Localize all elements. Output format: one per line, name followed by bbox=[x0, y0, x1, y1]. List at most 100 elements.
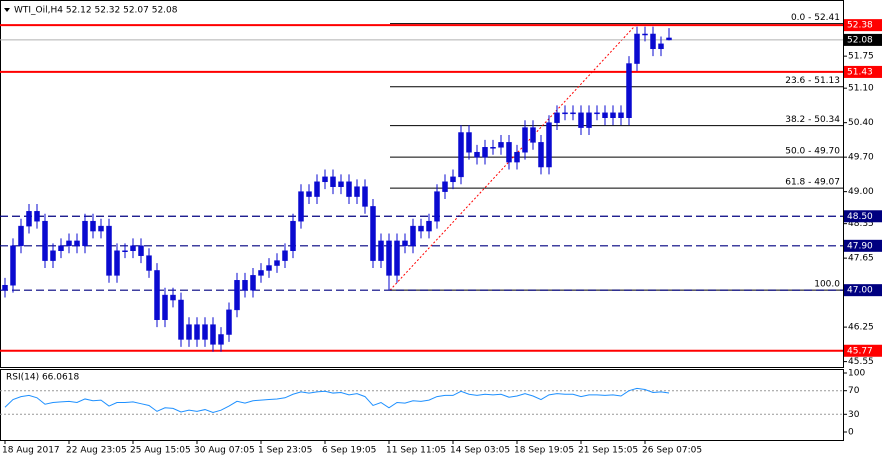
level-box bbox=[844, 239, 882, 252]
level-box bbox=[844, 65, 882, 78]
candle-body bbox=[378, 240, 384, 261]
candle-body bbox=[474, 151, 480, 158]
candle-body bbox=[106, 225, 112, 276]
main-panel bbox=[0, 0, 844, 368]
y-tick-label: 45.55 bbox=[848, 357, 874, 367]
candle-body bbox=[642, 33, 648, 36]
candle-body bbox=[114, 250, 120, 276]
candle-body bbox=[290, 220, 296, 252]
candle-body bbox=[50, 250, 56, 261]
candle-body bbox=[34, 211, 40, 222]
candle-body bbox=[218, 334, 224, 345]
x-tick-label: 25 Aug 15:05 bbox=[130, 446, 191, 456]
candle-body bbox=[418, 225, 424, 232]
candle-body bbox=[490, 147, 496, 149]
candle-body bbox=[314, 181, 320, 197]
fib-trend bbox=[389, 23, 638, 291]
candle-body bbox=[146, 255, 152, 271]
candle-body bbox=[466, 132, 472, 153]
x-tick-label: 18 Sep 19:05 bbox=[514, 446, 574, 456]
candle-body bbox=[242, 280, 248, 291]
y-tick-label: 47.65 bbox=[848, 254, 874, 264]
rsi-tick-label: 100 bbox=[848, 369, 865, 379]
level-box bbox=[844, 210, 882, 223]
candle-body bbox=[74, 240, 80, 247]
rsi-tick-label: 0 bbox=[848, 428, 854, 438]
x-tick-label: 30 Aug 07:05 bbox=[194, 446, 255, 456]
candle-body bbox=[210, 324, 216, 345]
y-tick-label: 48.35 bbox=[848, 219, 874, 229]
candle-body bbox=[394, 240, 400, 276]
y-tick-label: 51.75 bbox=[848, 52, 874, 62]
candle-body bbox=[338, 181, 344, 187]
candle-body bbox=[26, 211, 32, 227]
level-label: 51.43 bbox=[847, 67, 873, 77]
candle-body bbox=[602, 112, 608, 118]
x-tick-label: 18 Aug 2017 bbox=[2, 446, 60, 456]
candle-body bbox=[650, 33, 656, 50]
candle-body bbox=[442, 181, 448, 192]
candle-body bbox=[634, 33, 640, 64]
candle-body bbox=[170, 294, 176, 301]
candle-body bbox=[570, 112, 576, 115]
x-tick-label: 14 Sep 03:05 bbox=[450, 446, 510, 456]
candle-body bbox=[458, 132, 464, 178]
candle-body bbox=[154, 270, 160, 320]
candle-body bbox=[298, 191, 304, 222]
candle-body bbox=[506, 142, 512, 163]
candle-body bbox=[370, 206, 376, 261]
candle-body bbox=[578, 112, 584, 128]
candle-body bbox=[186, 324, 192, 340]
y-tick-label: 49.00 bbox=[848, 187, 874, 197]
level-box bbox=[844, 33, 882, 46]
candle-body bbox=[482, 147, 488, 158]
level-label: 45.77 bbox=[847, 346, 873, 356]
y-tick-label: 51.10 bbox=[848, 84, 874, 94]
candle-body bbox=[82, 220, 88, 247]
x-tick-label: 26 Sep 07:05 bbox=[642, 446, 702, 456]
level-label: 47.00 bbox=[847, 286, 873, 296]
rsi-tick-label: 30 bbox=[848, 410, 860, 420]
rsi-title: RSI(14) 66.0618 bbox=[6, 373, 79, 383]
candle-body bbox=[586, 112, 592, 128]
candle-body bbox=[562, 112, 568, 115]
candle-body bbox=[330, 176, 336, 187]
candle-body bbox=[554, 112, 560, 123]
fib-label: 38.2 - 50.34 bbox=[785, 115, 840, 125]
candle-body bbox=[546, 122, 552, 168]
rsi-panel bbox=[0, 369, 844, 441]
rsi-tick-label: 70 bbox=[848, 386, 860, 396]
x-tick-label: 1 Sep 23:05 bbox=[258, 446, 312, 456]
candle-body bbox=[666, 37, 672, 41]
candle-body bbox=[2, 284, 8, 291]
candle-body bbox=[130, 245, 136, 252]
candle-body bbox=[658, 43, 664, 50]
level-label: 52.08 bbox=[847, 35, 873, 45]
candle-body bbox=[530, 127, 536, 143]
candle-body bbox=[306, 191, 312, 197]
x-tick-label: 6 Sep 19:05 bbox=[322, 446, 376, 456]
candle-body bbox=[514, 151, 520, 163]
candle-body bbox=[274, 260, 280, 266]
candle-body bbox=[434, 191, 440, 222]
fib-label: 61.8 - 49.07 bbox=[785, 178, 840, 188]
level-label: 48.50 bbox=[847, 212, 873, 222]
fib-label: 0.0 - 52.41 bbox=[791, 13, 840, 23]
fib-label: 100.0 bbox=[814, 280, 840, 290]
level-box bbox=[844, 284, 882, 297]
candle-body bbox=[322, 176, 328, 183]
level-box bbox=[844, 344, 882, 357]
fib-label: 50.0 - 49.70 bbox=[785, 147, 840, 157]
candle-body bbox=[282, 250, 288, 261]
x-tick-label: 22 Aug 23:05 bbox=[66, 446, 127, 456]
chart-title: WTI_Oil,H4 52.12 52.32 52.07 52.08 bbox=[14, 6, 178, 16]
rsi-line bbox=[4, 387, 670, 414]
candle-body bbox=[162, 294, 168, 320]
candle-body bbox=[618, 112, 624, 118]
candle-body bbox=[610, 112, 616, 118]
candle-body bbox=[90, 220, 96, 232]
candle-body bbox=[266, 265, 272, 271]
candle-body bbox=[522, 127, 528, 153]
level-label: 47.90 bbox=[847, 241, 873, 251]
x-tick-label: 11 Sep 11:05 bbox=[386, 446, 446, 456]
